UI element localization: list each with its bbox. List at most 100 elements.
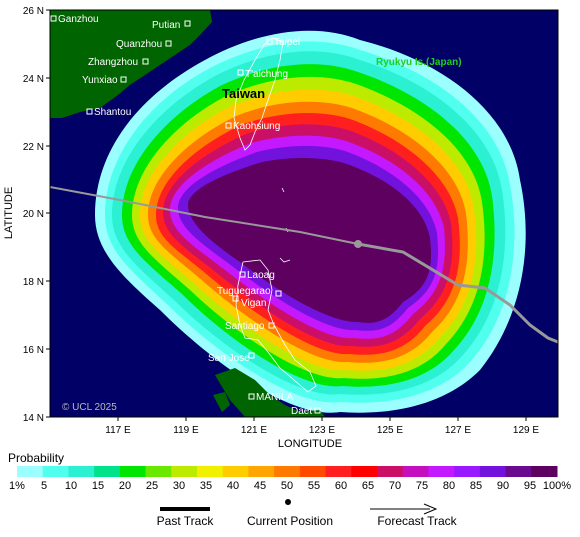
mainland-china — [50, 10, 212, 118]
city-label-putian: Putian — [152, 20, 180, 31]
legend-tick-label: 5 — [41, 480, 47, 492]
arrow-right-icon — [423, 503, 438, 515]
city-label-manila: MANILA — [256, 392, 294, 403]
city-marker — [275, 290, 282, 297]
city-marker — [142, 58, 149, 65]
lon-tick-label: 127 E — [445, 425, 471, 436]
city-marker — [266, 38, 273, 45]
legend-swatch — [171, 466, 198, 477]
lat-tick-label: 24 N — [23, 74, 44, 85]
legend-tick-label: 10 — [65, 480, 77, 492]
legend-tick-label: 85 — [470, 480, 482, 492]
city-label-quanzhou: Quanzhou — [116, 39, 162, 50]
legend-swatch — [428, 466, 455, 477]
city-marker — [248, 352, 255, 359]
x-axis-label: LONGITUDE — [278, 438, 342, 450]
city-marker — [237, 69, 244, 76]
copyright: © UCL 2025 — [62, 402, 117, 413]
legend-tick-label: 70 — [389, 480, 401, 492]
lon-tick-label: 125 E — [377, 425, 403, 436]
lon-tick-label: 117 E — [105, 425, 131, 436]
legend-swatch — [68, 466, 95, 477]
mindoro — [213, 392, 230, 412]
city-label-tuguegarao: Tuguegarao — [217, 286, 271, 297]
city-marker — [50, 15, 57, 22]
past-track-label: Past Track — [157, 514, 215, 528]
legend-tick-label: 50 — [281, 480, 293, 492]
legend-labels: 1% 5 10 15 20 25 30 35 40 45 50 55 60 65 70 75 80 85 90 95 1… — [9, 480, 571, 492]
legend-tick-label: 75 — [416, 480, 428, 492]
legend-tick-label: 15 — [92, 480, 104, 492]
legend-swatch — [531, 466, 558, 477]
lat-tick-label: 18 N — [23, 277, 44, 288]
city-label-santiago: Santiago — [225, 321, 265, 332]
land — [50, 10, 325, 417]
city-marker — [225, 122, 232, 129]
city-markers — [50, 15, 321, 414]
city-label-taipei: Taipei — [274, 37, 300, 48]
legend-swatch — [119, 466, 147, 477]
legend-title: Probability — [8, 451, 64, 465]
legend-tick-label: 100% — [543, 480, 571, 492]
legend-swatch — [325, 466, 352, 477]
city-label-laoag: Laoag — [247, 270, 275, 281]
city-label-ganzhou: Ganzhou — [58, 14, 99, 25]
city-label-shantou: Shantou — [94, 107, 131, 118]
legend-swatch — [454, 466, 481, 477]
legend-swatch — [505, 466, 532, 477]
lon-tick-label: 129 E — [513, 425, 539, 436]
legend-tick-label: 30 — [173, 480, 185, 492]
lat-tick-label: 20 N — [23, 209, 44, 220]
legend-tick-label: 60 — [335, 480, 347, 492]
legend-swatch — [402, 466, 429, 477]
legend-swatch — [17, 466, 44, 477]
city-label-zhangzhou: Zhangzhou — [88, 57, 138, 68]
storm-track — [49, 186, 559, 344]
lat-tick-label: 22 N — [23, 142, 44, 153]
lon-tick-label: 121 E — [241, 425, 267, 436]
current-position-legend-dot — [285, 499, 291, 505]
city-marker — [165, 40, 172, 47]
city-label-daet: Daet — [291, 406, 312, 417]
city-marker — [239, 271, 246, 278]
region-label-taiwan: Taiwan — [222, 86, 265, 101]
legend-swatch — [197, 466, 224, 477]
luzon-coast — [235, 259, 317, 393]
legend-swatch — [479, 466, 507, 477]
legend-tick-label: 95 — [524, 480, 536, 492]
city-label-taichung: T'aichung — [245, 69, 288, 80]
legend-tick-label: 45 — [254, 480, 266, 492]
forecast-track-line — [357, 242, 559, 344]
luzon-south — [215, 368, 325, 417]
lat-tick-label: 16 N — [23, 345, 44, 356]
city-label-san-jose: San Jose — [208, 353, 250, 364]
region-label-ryukyu: Ryukyu Is.(Japan) — [376, 57, 462, 68]
probability-swath — [95, 30, 526, 413]
legend-swatch — [377, 466, 404, 477]
legend-swatch — [274, 466, 301, 477]
legend-tick-label: 80 — [443, 480, 455, 492]
legend-tick-label: 40 — [227, 480, 239, 492]
legend-colorbar — [17, 466, 558, 477]
legend-tick-label: 1% — [9, 480, 25, 492]
legend-tick-label: 25 — [146, 480, 158, 492]
past-track-line — [49, 186, 359, 245]
city-label-yunxiao: Yunxiao — [82, 75, 118, 86]
swath-100pct — [188, 157, 432, 323]
legend-swatch — [351, 466, 378, 477]
legend-tick-label: 35 — [200, 480, 212, 492]
legend-swatch — [145, 466, 172, 477]
legend-swatch — [222, 466, 249, 477]
city-label-vigan: Vigan — [241, 298, 266, 309]
lon-tick-label: 123 E — [309, 425, 335, 436]
city-marker — [268, 322, 275, 329]
current-position-label: Current Position — [247, 514, 333, 528]
city-marker — [86, 108, 93, 115]
city-marker — [232, 295, 239, 302]
lat-tick-label: 26 N — [23, 6, 44, 17]
legend-tick-label: 65 — [362, 480, 374, 492]
city-marker — [120, 76, 127, 83]
coastlines — [233, 37, 317, 393]
legend-swatch — [299, 466, 327, 477]
y-axis-label: LATITUDE — [3, 187, 15, 239]
